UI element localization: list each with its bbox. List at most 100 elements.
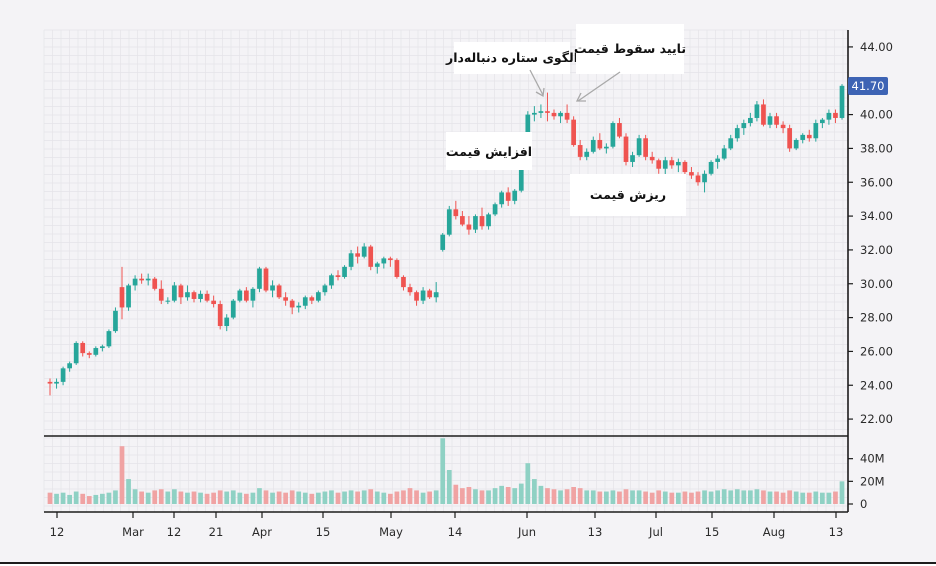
candle-body — [460, 216, 465, 225]
candle-body — [355, 253, 360, 257]
volume-bar — [617, 491, 622, 504]
candle-body — [793, 139, 799, 149]
time-tick-label: Jun — [517, 525, 536, 539]
volume-bar — [407, 488, 413, 504]
candle-body — [473, 216, 478, 230]
candle-body — [224, 317, 230, 327]
price-axis-ticks: 22.00 24.00 26.00 28.00 30.00 32.00 34.00 36.00… — [848, 40, 893, 426]
volume-bar — [54, 493, 59, 504]
candle-body — [47, 381, 53, 384]
volume-bar — [833, 491, 838, 504]
last-price-label: 41.70 — [852, 79, 885, 93]
candle-body — [204, 293, 210, 301]
volume-bar — [728, 490, 734, 504]
volume-bar — [257, 488, 262, 504]
volume-bar — [787, 490, 792, 504]
candle-body — [86, 353, 92, 355]
volume-bar — [774, 491, 779, 504]
volume-bar — [748, 490, 753, 504]
candle-body — [244, 290, 249, 301]
candle-body — [342, 266, 347, 277]
candle-body — [440, 234, 446, 250]
volume-bar — [486, 490, 491, 504]
volume-bar — [211, 492, 216, 504]
volume-bar — [761, 490, 766, 504]
time-tick-label: Aug — [763, 525, 785, 539]
candle-body — [656, 160, 662, 169]
time-tick-label: Mar — [122, 525, 144, 539]
volume-bar — [198, 492, 203, 504]
candle-body — [774, 116, 779, 125]
volume-bar — [276, 491, 282, 504]
candle-body — [584, 151, 590, 157]
volume-bar — [839, 481, 845, 504]
candle-body — [407, 287, 413, 293]
volume-bar — [741, 490, 747, 504]
volume-bar — [571, 487, 576, 504]
candle-body — [689, 172, 694, 176]
candle-body — [604, 146, 609, 149]
volume-bar — [217, 490, 223, 504]
candle-body — [741, 123, 747, 129]
volume-bar — [453, 484, 459, 504]
last-price-tag: 41.70 — [848, 77, 888, 95]
volume-bar — [440, 438, 446, 504]
candle-body — [296, 305, 302, 308]
annotation-rise-text: افزایش قیمت — [446, 144, 532, 159]
candle-body — [695, 175, 701, 183]
annotation-rise-box — [446, 132, 532, 170]
volume-bar — [244, 493, 249, 504]
volume-bar — [67, 494, 72, 504]
candle-body — [374, 263, 380, 267]
candle-body — [748, 117, 753, 124]
candle-body — [322, 285, 328, 293]
candle-body — [571, 119, 576, 146]
candle-body — [492, 204, 498, 215]
candle-body — [361, 246, 367, 257]
candle-body — [394, 260, 400, 277]
volume-bar — [348, 490, 354, 504]
candle-body — [283, 297, 288, 301]
volume-bar — [538, 485, 544, 504]
volume-bar — [401, 490, 406, 504]
volume-bar — [250, 492, 256, 504]
candle-body — [479, 216, 485, 227]
candle-body — [446, 209, 452, 235]
candle-body — [597, 139, 603, 149]
volume-bar — [263, 490, 269, 504]
volume-bar — [754, 489, 760, 504]
volume-bar — [394, 491, 400, 504]
annotation-rise: افزایش قیمت — [446, 132, 532, 170]
candle-body — [348, 253, 354, 267]
candle-body — [80, 342, 86, 354]
candle-body — [702, 173, 707, 183]
volume-bar — [656, 490, 662, 504]
volume-bar — [113, 490, 118, 504]
candle-body — [270, 285, 275, 291]
volume-tick-label: 20M — [860, 474, 885, 488]
candle-body — [630, 155, 635, 162]
candle-body — [538, 111, 544, 113]
candle-body — [617, 123, 622, 137]
candle-body — [708, 161, 714, 174]
candle-body — [60, 368, 66, 382]
volume-bar — [826, 492, 832, 504]
volume-bar — [643, 491, 648, 504]
volume-bar — [708, 491, 714, 504]
volume-bar — [545, 488, 550, 504]
candle-body — [499, 192, 504, 205]
candle-body — [329, 275, 334, 286]
volume-bar — [479, 490, 485, 504]
candle-body — [623, 136, 629, 162]
candle-body — [820, 119, 825, 124]
volume-bar — [47, 492, 53, 504]
candle-body — [191, 292, 197, 299]
volume-bar — [60, 492, 66, 504]
candle-body — [263, 268, 269, 291]
volume-bar — [361, 490, 367, 504]
time-tick-label: Jul — [648, 525, 663, 539]
candle-body — [119, 287, 125, 308]
candle-body — [309, 297, 315, 301]
